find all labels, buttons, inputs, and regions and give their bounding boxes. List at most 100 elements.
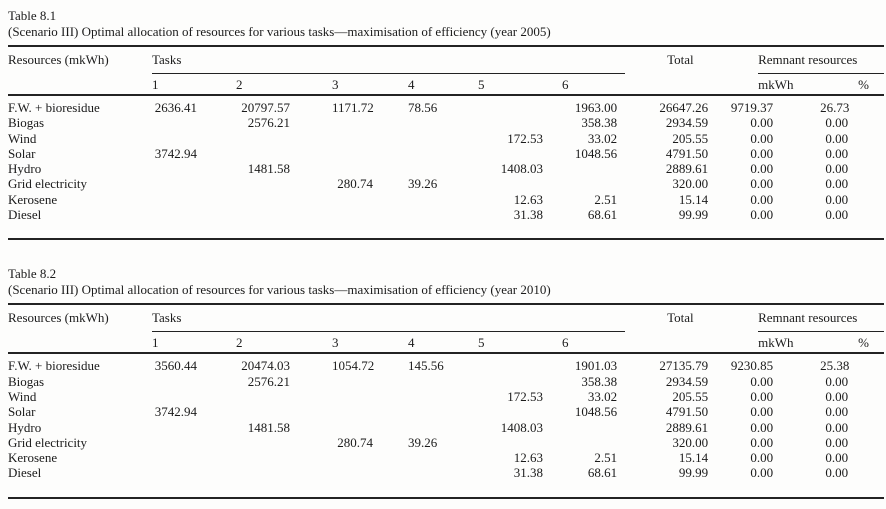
resource-name: Kerosene — [8, 450, 58, 466]
resource-name: Solar — [8, 404, 36, 420]
cell — [408, 192, 478, 207]
cell: 280.74 — [337, 434, 373, 450]
cell — [152, 161, 236, 176]
cell — [236, 465, 332, 497]
cell — [332, 146, 408, 161]
cell-total: 26647.26 — [659, 100, 709, 115]
cell-total: 320.00 — [672, 434, 709, 450]
cell-total: 2934.59 — [665, 115, 709, 131]
cell: 39.26 — [408, 176, 438, 192]
col-group-tasks: Tasks — [152, 46, 646, 74]
cell-total: 99.99 — [678, 207, 709, 223]
cell — [478, 435, 562, 450]
cell: 31.38 — [513, 465, 543, 481]
cell: 172.53 — [507, 388, 543, 404]
table-8-2-block: Table 8.2 (Scenario III) Optimal allocat… — [8, 266, 885, 499]
cell — [562, 161, 646, 176]
cell — [332, 450, 408, 465]
cell — [236, 192, 332, 207]
table-label: Table 8.1 — [8, 8, 57, 23]
cell: 31.38 — [513, 207, 543, 223]
col-group-remnant: Remnant resources — [715, 46, 885, 74]
cell: 1048.56 — [574, 404, 618, 420]
cell — [236, 435, 332, 450]
cell — [332, 465, 408, 497]
tasks-group-label: Tasks — [152, 52, 626, 74]
cell-total: 205.55 — [672, 130, 709, 146]
table-row: Kerosene 12.63 2.51 15.14 0.00 0.00 — [8, 450, 884, 465]
col-group-remnant: Remnant resources — [715, 304, 885, 333]
cell — [236, 146, 332, 161]
tasks-group-label: Tasks — [152, 310, 626, 333]
cell — [408, 146, 478, 161]
cell — [478, 176, 562, 191]
cell — [236, 176, 332, 191]
col-header-task-4: 4 — [408, 335, 415, 351]
cell: 172.53 — [507, 130, 543, 146]
table-caption: (Scenario III) Optimal allocation of res… — [8, 24, 551, 39]
cell: 1171.72 — [332, 100, 374, 115]
cell-total: 2889.61 — [665, 419, 709, 435]
cell-remnant-mkwh: 0.00 — [750, 176, 774, 192]
table-row: Kerosene 12.63 2.51 15.14 0.00 0.00 — [8, 192, 884, 207]
cell: 1408.03 — [500, 161, 543, 177]
cell-remnant-mkwh: 0.00 — [750, 450, 774, 466]
table-row: Hydro 1481.58 1408.03 2889.61 0.00 0.00 — [8, 161, 884, 176]
cell — [562, 435, 646, 450]
cell — [152, 420, 236, 435]
header-group-row: Resources (mkWh) Tasks Total Remnant res… — [8, 46, 885, 74]
header-subrow: 1 2 3 4 5 6 mkWh % — [8, 332, 884, 353]
col-header-mkwh: mkWh — [758, 335, 794, 351]
cell — [478, 146, 562, 161]
table-row: Biogas 2576.21 358.38 2934.59 0.00 0.00 — [8, 115, 884, 130]
cell — [408, 131, 478, 146]
resource-name: Grid electricity — [8, 434, 88, 450]
cell — [152, 465, 236, 497]
cell — [332, 404, 408, 419]
col-header-task-2: 2 — [236, 77, 243, 92]
cell-remnant-pct: 25.38 — [820, 358, 850, 374]
cell — [236, 404, 332, 419]
cell-remnant-pct: 26.73 — [820, 100, 850, 115]
cell-remnant-mkwh: 0.00 — [750, 419, 774, 435]
table-row: Hydro 1481.58 1408.03 2889.61 0.00 0.00 — [8, 420, 884, 435]
table-row: Diesel 31.38 68.61 99.99 0.00 0.00 — [8, 465, 884, 497]
col-header-task-5: 5 — [478, 335, 485, 351]
cell: 3742.94 — [154, 404, 197, 420]
cell-remnant-pct: 0.00 — [825, 404, 849, 420]
cell-total: 15.14 — [678, 191, 709, 207]
cell — [408, 161, 478, 176]
resource-name: Biogas — [8, 373, 45, 389]
col-header-task-5: 5 — [478, 77, 485, 92]
resource-name: Grid electricity — [8, 176, 88, 192]
cell — [478, 374, 562, 389]
cell-remnant-pct: 0.00 — [825, 145, 849, 161]
cell-remnant-pct: 0.00 — [825, 373, 849, 389]
table-8-1-block: Table 8.1 (Scenario III) Optimal allocat… — [8, 8, 885, 241]
resource-name: Wind — [8, 388, 37, 404]
col-header-total: Total — [667, 52, 694, 67]
cell-total: 4791.50 — [665, 404, 709, 420]
allocation-table-2005: Resources (mkWh) Tasks Total Remnant res… — [8, 45, 885, 241]
cell: 3742.94 — [154, 145, 197, 161]
cell: 1963.00 — [574, 100, 618, 115]
cell-remnant-pct: 0.00 — [825, 207, 849, 223]
cell: 1481.58 — [247, 161, 290, 177]
resource-name: Hydro — [8, 161, 42, 177]
cell: 1481.58 — [247, 419, 290, 435]
col-header-total: Total — [667, 310, 694, 326]
cell: 358.38 — [581, 373, 618, 389]
cell — [152, 450, 236, 465]
table-row: Grid electricity 280.74 39.26 320.00 0.0… — [8, 435, 884, 450]
cell-remnant-pct: 0.00 — [825, 176, 849, 192]
col-header-percent: % — [858, 77, 869, 92]
cell-total: 320.00 — [672, 176, 709, 192]
cell-remnant-mkwh: 0.00 — [750, 191, 774, 207]
cell-remnant-mkwh: 0.00 — [750, 161, 774, 177]
cell: 68.61 — [587, 465, 618, 481]
cell — [236, 389, 332, 404]
cell — [152, 176, 236, 191]
col-header-task-2: 2 — [236, 335, 243, 351]
cell-remnant-mkwh: 9719.37 — [730, 100, 774, 115]
cell: 2636.41 — [154, 100, 197, 115]
